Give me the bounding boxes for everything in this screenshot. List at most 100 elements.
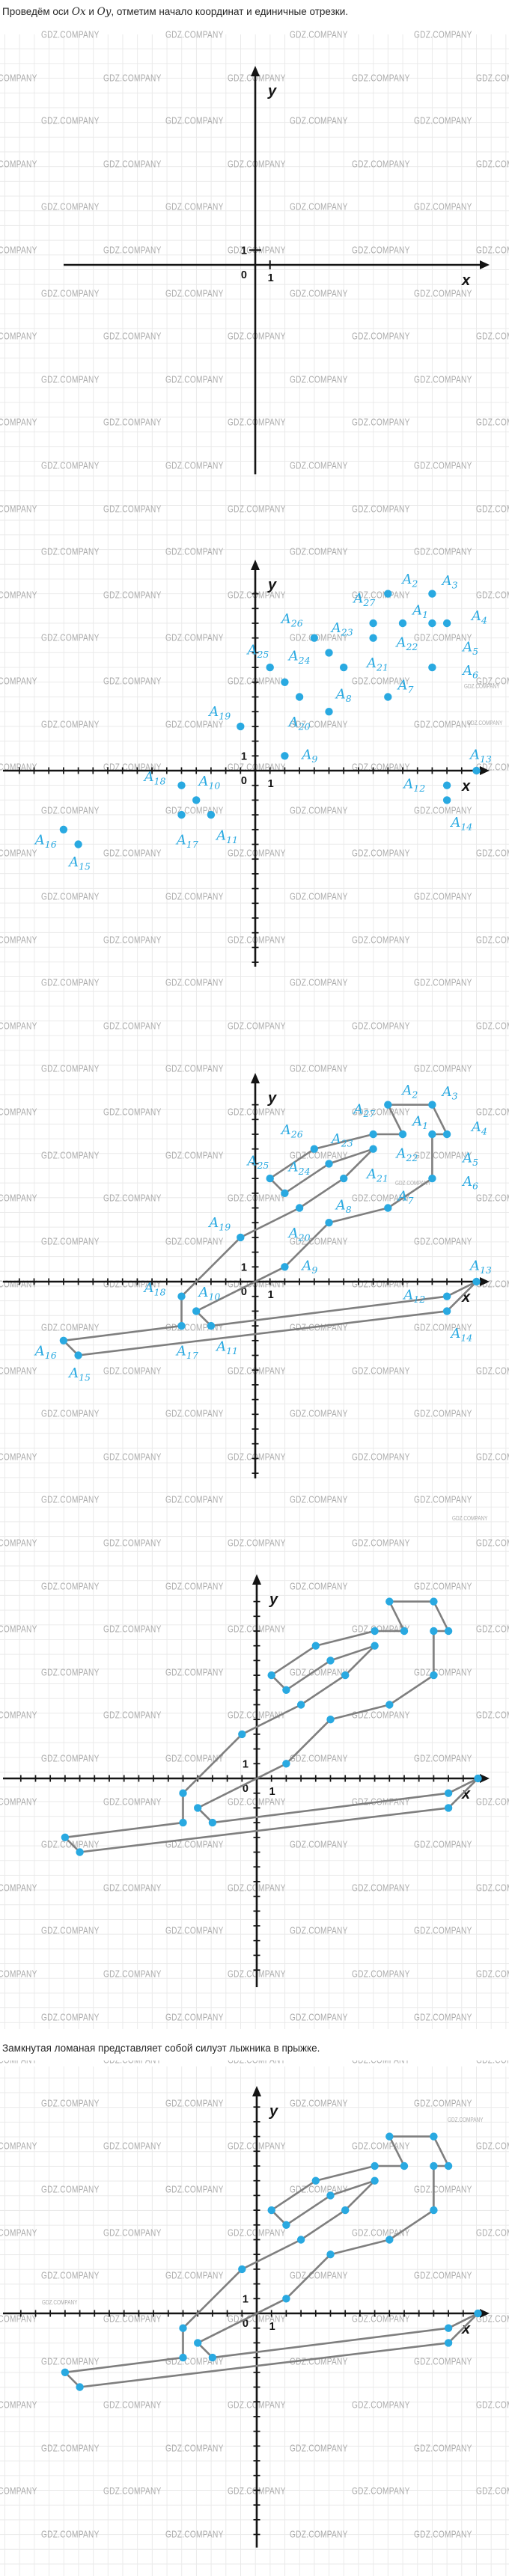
watermark: GDZ.COMPANY [476, 504, 509, 515]
watermark: GDZ.COMPANY [165, 1581, 224, 1592]
watermark: GDZ.COMPANY [41, 202, 100, 213]
panel-p5: x y 1 0 1 [3, 2086, 490, 2548]
watermark: GDZ.COMPANY [352, 2313, 410, 2325]
watermark: GDZ.COMPANY [165, 1409, 224, 1420]
watermark: GDZ.COMPANY [103, 676, 162, 688]
watermark: GDZ.COMPANY [0, 848, 37, 860]
watermark: GDZ.COMPANY [414, 1236, 472, 1247]
x-axis-arrow-icon [480, 1774, 490, 1783]
watermark: GDZ.COMPANY [103, 2313, 162, 2325]
watermark: GDZ.COMPANY [352, 2486, 410, 2497]
watermark: GDZ.COMPANY [103, 1710, 162, 1722]
watermark: GDZ.COMPANY [103, 848, 162, 860]
origin-label: 0 [241, 1286, 247, 1298]
point-A18 [179, 1789, 187, 1797]
watermark: GDZ.COMPANY [352, 1538, 410, 1549]
watermark: GDZ.COMPANY [41, 2098, 100, 2109]
watermark: GDZ.COMPANY [352, 848, 410, 860]
watermark: GDZ.COMPANY [352, 504, 410, 515]
watermark: GDZ.COMPANY [165, 2443, 224, 2454]
watermark: GDZ.COMPANY [228, 1021, 286, 1032]
watermark: GDZ.COMPANY [0, 2486, 37, 2497]
watermark: GDZ.COMPANY [228, 934, 286, 946]
point-A23 [326, 1656, 335, 1665]
watermark: GDZ.COMPANY [0, 2227, 37, 2239]
watermark: GDZ.COMPANY [290, 2271, 348, 2282]
watermark: GDZ.COMPANY [414, 2012, 472, 2023]
watermark: GDZ.COMPANY [476, 245, 509, 257]
x-axis-arrow-icon [480, 2309, 490, 2318]
watermark: GDZ.COMPANY [228, 590, 286, 601]
point-A1 [400, 1627, 409, 1636]
point-A21 [340, 663, 348, 672]
watermark: GDZ.COMPANY [290, 2443, 348, 2454]
watermark: GDZ.COMPANY [476, 2227, 509, 2239]
y-axis-arrow-icon [251, 1073, 260, 1083]
watermark: GDZ.COMPANY [103, 245, 162, 257]
watermark: GDZ.COMPANY [476, 2313, 509, 2325]
watermark: GDZ.COMPANY [103, 1624, 162, 1636]
watermark: GDZ.COMPANY [103, 1365, 162, 1377]
watermark: GDZ.COMPANY [165, 2185, 224, 2196]
watermark: GDZ.COMPANY [476, 1107, 509, 1119]
point-A22 [371, 2176, 379, 2185]
point-A10 [194, 1804, 202, 1812]
skier-polyline [64, 1600, 479, 1853]
watermark: GDZ.COMPANY [290, 202, 348, 213]
watermark: GDZ.COMPANY [103, 1021, 162, 1032]
watermark: GDZ.COMPANY [165, 1495, 224, 1506]
x-unit-label: 1 [268, 272, 274, 284]
origin-label: 0 [241, 775, 247, 787]
point-A2 [385, 1597, 394, 1606]
watermark: GDZ.COMPANY [165, 1926, 224, 1937]
point-A24 [281, 1189, 289, 1198]
watermark: GDZ.COMPANY [414, 978, 472, 989]
watermark: GDZ.COMPANY [290, 2529, 348, 2540]
point-label-A11: A11 [215, 1339, 238, 1357]
point-A5 [428, 619, 436, 628]
watermark: GDZ.COMPANY [414, 1150, 472, 1161]
point-A18 [177, 1292, 186, 1300]
watermark: GDZ.COMPANY [414, 1581, 472, 1592]
point-A19 [237, 1233, 245, 1242]
point-A26 [311, 1642, 320, 1650]
point-A11 [207, 810, 216, 819]
point-A2 [384, 1101, 392, 1109]
watermark: GDZ.COMPANY [228, 159, 286, 170]
point-A7 [385, 2236, 394, 2244]
watermark: GDZ.COMPANY [414, 2357, 472, 2368]
point-A11 [208, 1818, 217, 1827]
watermark: GDZ.COMPANY [103, 2141, 162, 2153]
point-A18 [177, 781, 186, 789]
skier-polyline [62, 1104, 478, 1356]
watermark: GDZ.COMPANY [290, 547, 348, 558]
watermark: GDZ.COMPANY [414, 461, 472, 472]
watermark: GDZ.COMPANY [165, 2098, 224, 2109]
watermark: GDZ.COMPANY [103, 1451, 162, 1463]
watermark: GDZ.COMPANY [41, 1926, 100, 1937]
point-A15 [74, 840, 82, 848]
point-A14 [444, 1804, 453, 1812]
watermark: GDZ.COMPANY [352, 2400, 410, 2411]
point-A15 [76, 1848, 84, 1856]
watermark: GDZ.COMPANY [290, 1409, 348, 1420]
point-A12 [442, 1292, 451, 1300]
watermark: GDZ.COMPANY [476, 1451, 509, 1463]
watermark: GDZ.COMPANY [290, 805, 348, 816]
point-label-A20: A20 [287, 1226, 311, 1243]
point-label-A5: A5 [461, 640, 478, 658]
point-label-A24: A24 [287, 1159, 311, 1177]
watermark: GDZ.COMPANY [290, 1236, 348, 1247]
watermark: GDZ.COMPANY [0, 1365, 37, 1377]
y-axis-label: y [267, 83, 277, 100]
watermark: GDZ.COMPANY [352, 934, 410, 946]
point-A2 [384, 590, 392, 598]
watermark: GDZ.COMPANY [103, 2486, 162, 2497]
watermark: GDZ.COMPANY [41, 633, 100, 644]
watermark: GDZ.COMPANY [414, 288, 472, 299]
watermark: GDZ.COMPANY [414, 633, 472, 644]
x-axis-arrow-icon [480, 766, 490, 775]
point-A20 [296, 2236, 305, 2244]
